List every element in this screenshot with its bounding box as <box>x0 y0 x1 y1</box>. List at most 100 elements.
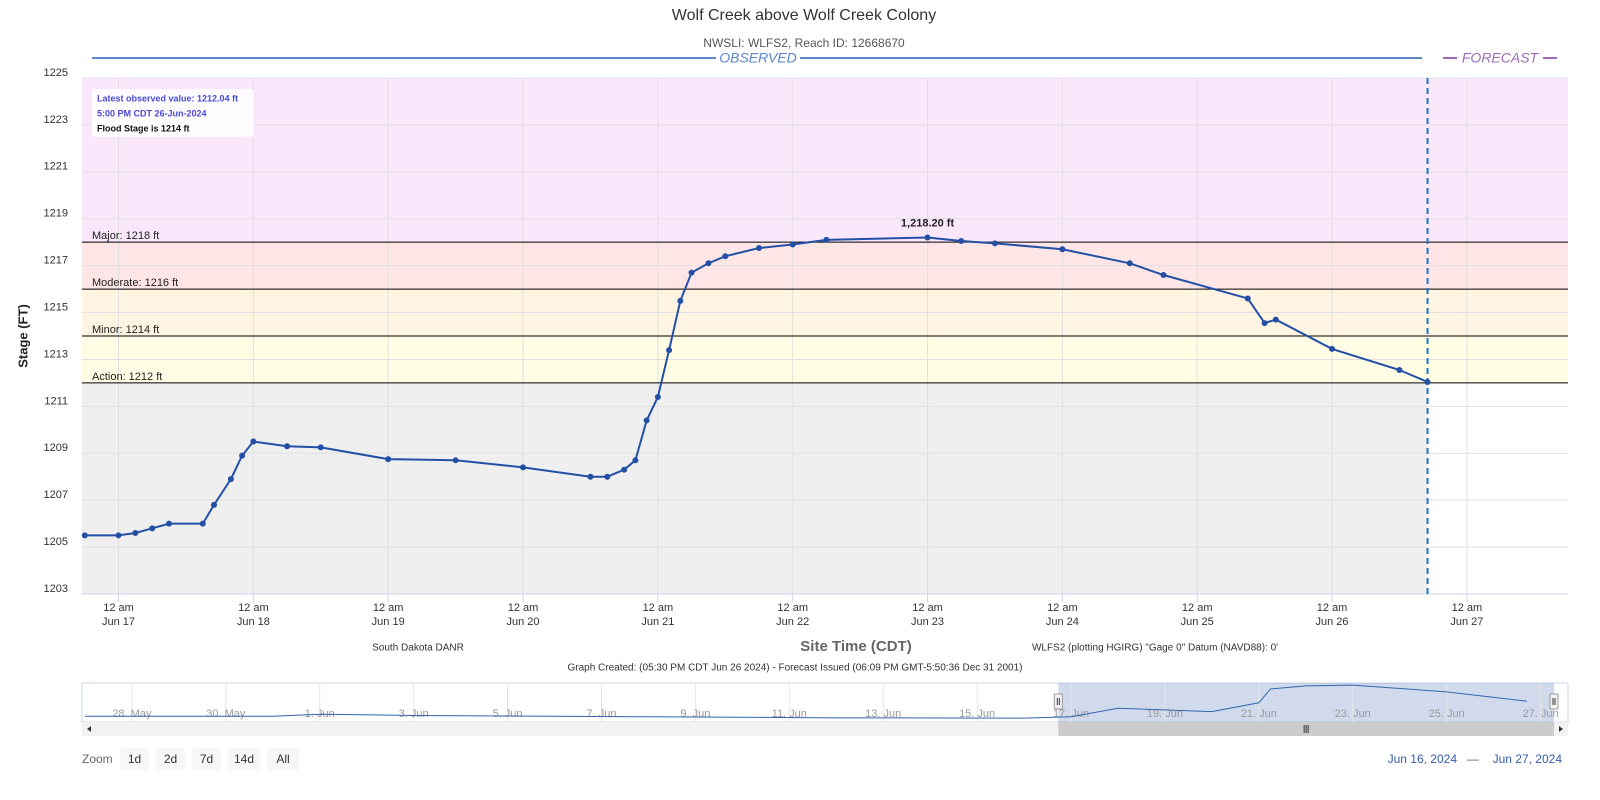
data-point <box>823 236 830 243</box>
footer-left: South Dakota DANR <box>372 643 464 654</box>
data-point <box>1126 260 1133 267</box>
data-point <box>1244 295 1251 302</box>
flood-band <box>82 78 1568 243</box>
info-text: Flood Stage is 1214 ft <box>97 123 190 133</box>
data-point <box>1160 272 1167 279</box>
zoom-button[interactable] <box>267 748 299 770</box>
y-tick-label: 1205 <box>44 536 68 548</box>
navigator-tick-label: 11. Jun <box>772 708 807 720</box>
data-point <box>284 443 291 450</box>
data-point <box>632 457 639 464</box>
navigator-tick-label: 5. Jun <box>493 708 523 720</box>
zoom-label: Zoom <box>82 752 113 766</box>
x-tick-label: 12 am <box>912 602 943 614</box>
flood-label: Major: 1218 ft <box>92 230 159 242</box>
data-point <box>385 456 392 463</box>
x-tick-label: Jun 24 <box>1046 616 1079 628</box>
y-tick-label: 1219 <box>44 208 68 220</box>
navigator-handle[interactable] <box>1549 693 1559 710</box>
data-point <box>317 444 324 451</box>
data-point <box>688 269 695 276</box>
y-tick-label: 1217 <box>44 255 68 267</box>
data-point <box>924 234 931 241</box>
data-point <box>755 245 762 252</box>
x-tick-label: 12 am <box>1317 602 1348 614</box>
data-point <box>666 347 673 354</box>
zoom-button-label[interactable]: 14d <box>234 752 254 766</box>
data-point <box>705 260 712 267</box>
data-point <box>115 532 122 539</box>
chart-title: Wolf Creek above Wolf Creek Colony <box>672 7 936 24</box>
navigator-tick-label: 27. Jun <box>1523 708 1559 720</box>
data-point <box>1059 246 1066 253</box>
navigator-tick-label: 23. Jun <box>1335 708 1371 720</box>
x-tick-label: 12 am <box>1047 602 1078 614</box>
x-tick-label: 12 am <box>103 602 134 614</box>
range-from[interactable]: Jun 16, 2024 <box>1388 752 1458 766</box>
data-point <box>1272 316 1279 323</box>
x-axis-label: Site Time (CDT) <box>800 638 911 655</box>
observed-label: OBSERVED <box>719 50 797 66</box>
zoom-button[interactable] <box>228 748 260 770</box>
data-point <box>452 457 459 464</box>
y-tick-label: 1221 <box>44 161 68 173</box>
data-point <box>643 417 650 424</box>
footer-right: WLFS2 (plotting HGIRG) "Gage 0" Datum (N… <box>1032 643 1278 654</box>
data-point <box>250 438 257 445</box>
y-tick-label: 1223 <box>44 114 68 126</box>
info-text: Latest observed value: 1212.04 ft <box>97 93 238 103</box>
x-tick-label: 12 am <box>1182 602 1213 614</box>
zoom-button[interactable] <box>156 748 185 770</box>
data-point <box>722 253 729 260</box>
flood-label: Moderate: 1216 ft <box>92 277 178 289</box>
zoom-button-label[interactable]: 2d <box>164 752 177 766</box>
observed-label-bg <box>716 50 800 66</box>
scrollbar-arrow-right[interactable] <box>1559 726 1563 732</box>
navigator-tick-label: 13. Jun <box>865 708 901 720</box>
y-tick-label: 1209 <box>44 442 68 454</box>
observed-background <box>82 382 1428 594</box>
data-point <box>621 466 628 473</box>
x-tick-label: Jun 21 <box>641 616 674 628</box>
zoom-button-label[interactable]: All <box>276 752 289 766</box>
y-tick-label: 1207 <box>44 489 68 501</box>
navigator-tick-label: 21. Jun <box>1241 708 1277 720</box>
y-tick-label: 1215 <box>44 301 68 313</box>
navigator-tick-label: 19. Jun <box>1147 708 1183 720</box>
data-point <box>958 238 965 245</box>
zoom-button-label[interactable]: 1d <box>128 752 141 766</box>
data-point <box>991 240 998 247</box>
navigator-tick-label: 28. May <box>112 708 152 720</box>
x-tick-label: 12 am <box>643 602 674 614</box>
data-point <box>654 393 661 400</box>
data-point <box>166 520 173 527</box>
flood-label: Action: 1212 ft <box>92 371 162 383</box>
navigator-tick-label: 7. Jun <box>586 708 616 720</box>
data-point <box>1329 345 1336 352</box>
x-tick-label: Jun 20 <box>507 616 540 628</box>
y-tick-label: 1211 <box>44 395 68 407</box>
data-point <box>604 473 611 480</box>
zoom-button[interactable] <box>192 748 221 770</box>
zoom-button-label[interactable]: 7d <box>200 752 213 766</box>
x-tick-label: Jun 17 <box>102 616 135 628</box>
navigator-selection <box>1058 683 1554 722</box>
data-point <box>520 464 527 471</box>
x-tick-label: Jun 18 <box>237 616 270 628</box>
range-to[interactable]: Jun 27, 2024 <box>1493 752 1563 766</box>
navigator-tick-label: 9. Jun <box>680 708 710 720</box>
x-tick-label: Jun 19 <box>372 616 405 628</box>
navigator-handle[interactable] <box>1053 693 1063 710</box>
x-tick-label: Jun 26 <box>1316 616 1349 628</box>
x-tick-label: 12 am <box>1452 602 1483 614</box>
info-box <box>92 89 254 137</box>
data-point <box>227 476 234 483</box>
x-tick-label: 12 am <box>777 602 808 614</box>
scrollbar-arrow-left[interactable] <box>87 726 91 732</box>
x-tick-label: 12 am <box>238 602 269 614</box>
zoom-button[interactable] <box>120 748 149 770</box>
info-text: 5:00 PM CDT 26-Jun-2024 <box>97 108 207 118</box>
data-point <box>677 297 684 304</box>
